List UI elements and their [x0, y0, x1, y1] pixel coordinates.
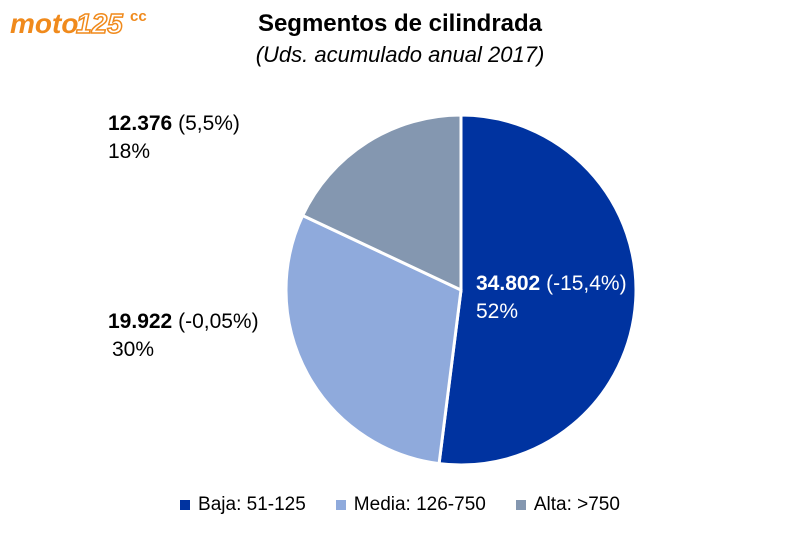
label-media-units: 19.922 [108, 310, 173, 333]
label-alta-change: (5,5%) [178, 112, 240, 135]
label-baja-units: 34.802 [476, 272, 541, 295]
legend-item-alta: Alta: >750 [515, 494, 620, 516]
legend-label-alta: Alta: >750 [533, 494, 620, 515]
chart-title: Segmentos de cilindrada [257, 10, 543, 37]
label-media-change: (-0,05%) [178, 310, 259, 333]
svg-text:moto: moto [10, 8, 78, 39]
legend-item-media: Media: 126-750 [335, 494, 486, 516]
legend-label-baja: Baja: 51-125 [198, 494, 306, 515]
moto125-logo: moto 125 cc [10, 7, 147, 40]
legend: Baja: 51-125 Media: 126-750 Alta: >750 [0, 494, 800, 516]
label-alta-percent: 18% [108, 140, 151, 163]
legend-label-media: Media: 126-750 [353, 494, 486, 515]
svg-text:cc: cc [130, 8, 147, 25]
label-baja-percent: 52% [476, 300, 519, 323]
label-alta: 12.376 (5,5%) 18% [108, 110, 240, 166]
pie-slice-media [284, 213, 463, 466]
legend-swatch-baja [180, 500, 191, 510]
svg-text:125: 125 [76, 8, 123, 39]
label-baja: 34.802 (-15,4%) 52% [476, 270, 627, 326]
label-media: 19.922 (-0,05%) 30% [108, 308, 259, 364]
legend-swatch-media [335, 500, 346, 510]
label-alta-units: 12.376 [108, 112, 173, 135]
pie-slice-baja [437, 113, 638, 467]
label-baja-change: (-15,4%) [546, 272, 627, 295]
legend-swatch-alta [515, 500, 526, 510]
label-media-percent: 30% [112, 338, 155, 361]
legend-item-baja: Baja: 51-125 [180, 494, 306, 516]
pie-slice-alta [300, 113, 463, 293]
chart-subtitle: (Uds. acumulado anual 2017) [255, 42, 545, 67]
